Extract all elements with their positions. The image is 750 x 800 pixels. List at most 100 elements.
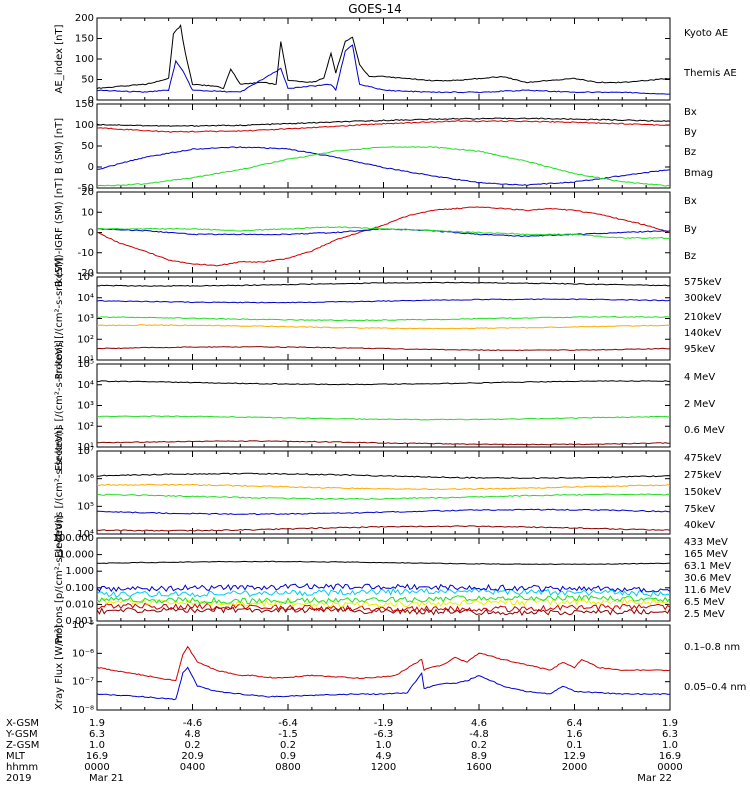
series-line [97, 226, 670, 240]
series-line [97, 508, 670, 516]
y-tick-label: -50 [78, 183, 94, 194]
y-tick-label: 10⁻⁶ [72, 648, 94, 659]
y-axis-label: B (SM)-IGRF (SM) [nT] [54, 178, 65, 287]
y-tick-label: 10⁵ [77, 501, 94, 512]
ephemeris-value: Mar 22 [637, 773, 672, 784]
legend-entry: 4 MeV [684, 372, 715, 383]
series-line [97, 560, 670, 566]
legend-entry: 0.1–0.8 nm [684, 642, 740, 653]
legend-entry: By [684, 127, 697, 138]
legend-entry: Kyoto AE [684, 28, 728, 39]
series-line [97, 587, 670, 598]
panel-frame [96, 17, 671, 101]
legend-entry: 210keV [684, 312, 722, 323]
ephemeris-row-label: 2019 [6, 773, 31, 784]
ephemeris-value: 12.9 [563, 751, 585, 762]
series-line [97, 346, 670, 352]
ephemeris-value: 1.0 [376, 740, 392, 751]
ephemeris-value: 0.9 [280, 751, 296, 762]
series-line [97, 415, 670, 421]
series-line [97, 645, 670, 682]
ephemeris-value: 0.2 [280, 740, 296, 751]
y-axis-label: AE_index [nT] [54, 24, 65, 93]
ephemeris-value: 0400 [180, 762, 205, 773]
legend-entry: 0.05–0.4 nm [684, 682, 746, 693]
legend-entry: Themis AE [683, 68, 737, 79]
series-line [97, 24, 670, 90]
legend-entry: Bz [684, 251, 696, 262]
series-line [97, 440, 670, 446]
y-tick-label: 10¹ [77, 355, 94, 366]
legend-entry: 0.6 MeV [684, 425, 725, 436]
ephemeris-value: 0.2 [471, 740, 487, 751]
ephemeris-value: 4.6 [471, 718, 487, 729]
legend-entry: Bx [684, 196, 697, 207]
ephemeris-value: 0000 [84, 762, 109, 773]
legend-entry: 575keV [684, 277, 722, 288]
panel-5: 10⁵ 10⁴ 10³ 10² 10¹ Electrons [/(cm²-s-sr-keV… [54, 340, 725, 471]
series-line [97, 281, 670, 287]
legend-entry: 6.5 MeV [684, 597, 725, 608]
series-line [97, 597, 670, 608]
series-line [97, 594, 670, 605]
series-group [97, 472, 670, 532]
plot-title: GOES-14 [348, 2, 402, 16]
y-tick-label: 0 [88, 162, 94, 173]
y-tick-label: 10⁴ [77, 293, 94, 304]
panel-frame [96, 363, 671, 448]
legend-entry: Bz [684, 147, 696, 158]
panel-8: 10⁻⁵ 10⁻⁶ 10⁻⁷ 10⁻⁸ Xray Flux [W/m²] 0.1–0.8 … [54, 620, 746, 716]
y-tick-label: 100 [75, 120, 94, 131]
y-tick-label: 150 [75, 34, 94, 45]
legend-entry: Bx [684, 107, 697, 118]
y-tick-label: 50 [81, 75, 94, 86]
series-line [97, 583, 670, 593]
panel-frame [96, 624, 671, 711]
legend-entry: 75keV [684, 504, 715, 515]
series-line [97, 606, 670, 617]
legend-entry: 2.5 MeV [684, 609, 725, 620]
y-tick-label: 10³ [77, 401, 94, 412]
y-tick-label: 10⁻⁵ [72, 620, 94, 631]
legend-entry: 150keV [684, 487, 722, 498]
ephemeris-value: -4.6 [183, 718, 203, 729]
y-axis-label: Protons [/(cm²-s-sr-keV)] [54, 257, 65, 379]
ephemeris-row-label: X-GSM [6, 718, 39, 729]
y-tick-label: 100.000 [53, 533, 94, 544]
series-line [97, 146, 670, 187]
y-tick-label: 10⁴ [77, 529, 94, 540]
legend-entry: 165 MeV [684, 549, 728, 560]
y-tick-label: 10³ [77, 314, 94, 325]
ephemeris-value: 0000 [657, 762, 682, 773]
panel-6: 10⁷ 10⁶ 10⁵ 10⁴ Electrons [/(cm²-s-sr-keV)] 4… [54, 427, 722, 558]
ephemeris-value: 0.2 [185, 740, 201, 751]
panel-7: 100.000 10.000 1.000 0.100 0.010 0.001Protons… [53, 515, 732, 643]
legend-entry: 300keV [684, 293, 722, 304]
legend-entry: 30.6 MeV [684, 573, 731, 584]
y-tick-label: 10² [77, 421, 94, 432]
y-tick-label: 10⁶ [77, 474, 94, 485]
series-line [97, 206, 670, 267]
legend-entry: 11.6 MeV [684, 585, 731, 596]
series-line [97, 146, 670, 187]
y-tick-label: 100 [75, 54, 94, 65]
series-line [97, 324, 670, 330]
ephemeris-value: -6.4 [278, 718, 298, 729]
y-tick-label: 0.010 [65, 599, 94, 610]
y-tick-label: 10¹ [77, 442, 94, 453]
series-line [97, 525, 670, 532]
ephemeris-value: 1.9 [89, 718, 105, 729]
ephemeris-table: X-GSMY-GSMZ-GSMMLThhmm20191.96.31.016.90… [5, 718, 683, 784]
series-line [97, 483, 670, 491]
y-tick-label: 10² [77, 334, 94, 345]
y-tick-label: -20 [78, 268, 94, 279]
ephemeris-value: 1.0 [89, 740, 105, 751]
legend-entry: Bmag [684, 168, 713, 179]
panel-frame [96, 191, 671, 274]
y-tick-label: 10⁴ [77, 380, 94, 391]
y-tick-label: 200 [75, 13, 94, 24]
ephemeris-value: 16.9 [659, 751, 681, 762]
y-tick-label: 20 [81, 187, 94, 198]
series-line [97, 44, 670, 95]
